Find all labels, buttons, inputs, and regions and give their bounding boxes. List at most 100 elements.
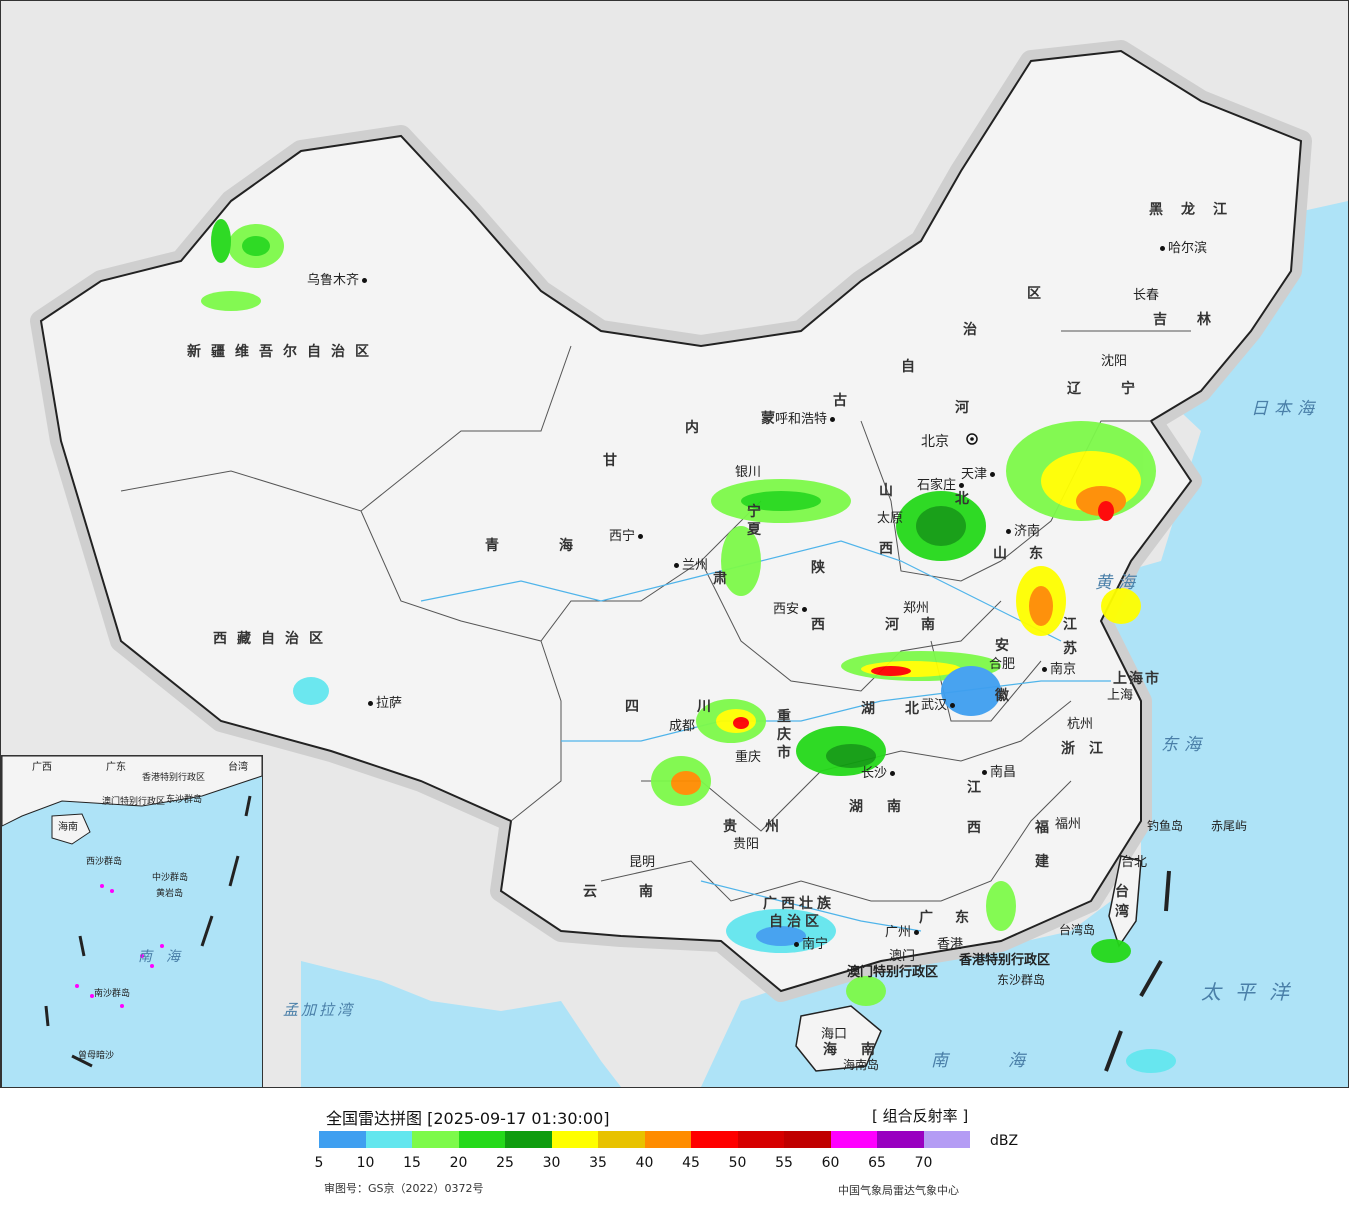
- legend-panel: [0, 1088, 1349, 1208]
- radar-echoes: [201, 219, 1176, 1073]
- inset-taiwan: 台湾: [228, 762, 248, 773]
- city-macau: 澳门: [889, 949, 916, 964]
- label-jiang2: 江: [967, 780, 991, 796]
- label-zizhiqu: 自治区: [769, 914, 823, 930]
- city-hohhot: 呼和浩特: [775, 408, 838, 427]
- tick-label: 35: [589, 1155, 607, 1171]
- sea-bay-of-bengal: 孟加拉湾: [283, 1001, 356, 1019]
- label-su2: 苏: [1063, 641, 1087, 657]
- label-nei: 内: [685, 420, 709, 436]
- city-urumqi: 乌鲁木齐: [307, 269, 370, 288]
- label-shi: 市: [777, 745, 801, 761]
- city-wuhan: 武汉: [921, 694, 958, 713]
- city-chengdu: 成都: [669, 719, 696, 734]
- city-beijing: 北京: [921, 434, 949, 450]
- tick-label: 65: [868, 1155, 886, 1171]
- radar-map: 新疆维吾尔自治区 西藏自治区 青海 甘 肃 内 蒙 古 自 治 区 黑龙江 吉林…: [0, 0, 1349, 1088]
- label-zi: 自: [901, 359, 925, 375]
- city-shenyang: 沈阳: [1101, 354, 1128, 369]
- label-an: 安: [995, 638, 1019, 654]
- label-heilongjiang: 黑龙江: [1149, 202, 1245, 218]
- label-shan2: 山: [993, 546, 1017, 562]
- sea-yellow-sea: 黄海: [1095, 573, 1141, 593]
- label-meng: 蒙: [761, 411, 785, 427]
- label-gan: 甘: [603, 453, 627, 469]
- inset-guangxi: 广西: [32, 762, 52, 773]
- tick-label: 15: [403, 1155, 421, 1171]
- label-henan: 河南: [885, 617, 957, 633]
- color-swatch-11: [830, 1131, 877, 1148]
- label-yun: 云: [583, 884, 607, 900]
- color-swatch-0: [319, 1131, 366, 1148]
- label-chong: 重: [777, 709, 801, 725]
- label-qu: 区: [1027, 286, 1051, 302]
- label-xia: 夏: [747, 522, 771, 538]
- city-taipei: 台北: [1121, 855, 1148, 870]
- label-nan3: 南: [861, 1042, 885, 1058]
- city-guangzhou: 广州: [885, 921, 922, 940]
- unit-label: dBZ: [990, 1133, 1019, 1149]
- city-nanjing: 南京: [1039, 658, 1076, 677]
- map-base: [30, 40, 1348, 1087]
- city-changsha: 长沙: [861, 762, 898, 781]
- city-shijiazhuang: 石家庄: [917, 474, 967, 493]
- label-fu: 福: [1035, 820, 1059, 836]
- label-gui: 贵: [723, 819, 747, 835]
- city-harbin: 哈尔滨: [1157, 237, 1207, 256]
- color-swatch-5: [551, 1131, 598, 1148]
- label-dong2: 东: [955, 910, 979, 926]
- approval-number: 审图号：GS京（2022）0372号: [324, 1182, 484, 1195]
- label-tai: 台: [1115, 884, 1139, 900]
- tick-label: 30: [542, 1155, 561, 1171]
- label-hai: 海: [823, 1042, 847, 1058]
- south-china-sea-inset: 南海 广东 广西 海南 台湾 香港特别行政区 澳门特别行政区 东沙群岛 西沙群岛…: [1, 755, 263, 1087]
- tick-label: 5: [314, 1155, 324, 1171]
- city-nanchang: 南昌: [979, 761, 1016, 780]
- city-guiyang: 贵阳: [733, 837, 760, 852]
- city-shanghai: 上海: [1107, 688, 1134, 703]
- label-wan: 湾: [1115, 904, 1139, 920]
- inset-macau-sar: 澳门特别行政区: [102, 797, 166, 807]
- inset-zengmu: 曾母暗沙: [78, 1051, 115, 1061]
- label-zhi: 治: [963, 322, 987, 338]
- label-chuan: 川: [697, 699, 721, 715]
- label-hu2: 湖: [849, 799, 873, 815]
- label-zhe: 浙: [1061, 741, 1085, 757]
- tick-label: 60: [821, 1155, 840, 1171]
- tick-label: 10: [356, 1155, 375, 1171]
- sea-area: [701, 201, 1348, 1087]
- label-nan1: 南: [887, 799, 911, 815]
- label-jiang3: 江: [1089, 741, 1113, 757]
- label-si: 四: [625, 699, 649, 715]
- inset-xisha: 西沙群岛: [86, 857, 123, 867]
- city-xining: 西宁: [609, 525, 646, 544]
- beijing-capital-marker: [966, 433, 978, 445]
- tick-label: 45: [682, 1155, 700, 1171]
- color-swatch-12: [877, 1131, 924, 1148]
- inset-guangdong: 广东: [106, 762, 126, 773]
- tick-label: 20: [449, 1155, 468, 1171]
- label-chiwei: 赤尾屿: [1211, 819, 1248, 833]
- label-ning: 宁: [747, 504, 771, 520]
- label-shan1: 山: [879, 483, 903, 499]
- city-changchun: 长春: [1133, 288, 1160, 303]
- city-hefei: 合肥: [989, 657, 1016, 672]
- city-fuzhou: 福州: [1055, 817, 1082, 832]
- tick-label: 70: [914, 1155, 933, 1171]
- inset-nansha: 南沙群岛: [94, 989, 131, 999]
- city-chongqing: 重庆: [735, 750, 762, 765]
- city-nanning: 南宁: [791, 933, 828, 952]
- label-xinjiang: 新疆维吾尔自治区: [187, 344, 379, 360]
- hainan-island: [795, 1005, 882, 1072]
- product-label: [ 组合反射率 ]: [872, 1107, 969, 1125]
- city-zhengzhou: 郑州: [903, 601, 930, 616]
- city-haikou: 海口: [821, 1027, 848, 1042]
- label-bei: 北: [955, 491, 979, 507]
- label-shaan: 陕: [811, 560, 835, 576]
- color-swatch-7: [644, 1131, 691, 1148]
- city-lanzhou: 兰州: [671, 554, 708, 573]
- label-shanghaishi: 上海市: [1113, 671, 1161, 687]
- city-hangzhou: 杭州: [1067, 717, 1094, 732]
- color-swatch-1: [365, 1131, 412, 1148]
- sea-pacific: 太平洋: [1201, 980, 1303, 1004]
